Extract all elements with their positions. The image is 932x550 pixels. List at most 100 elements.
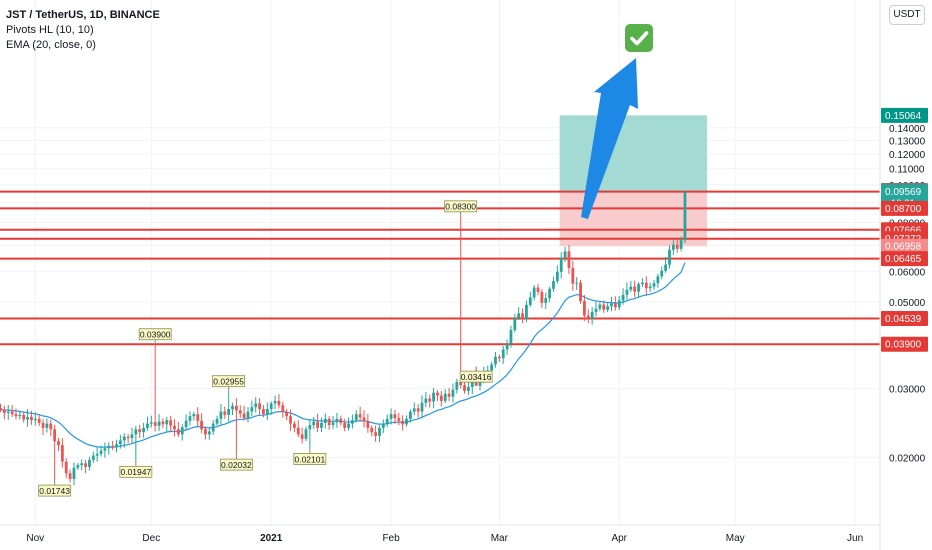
candle-body xyxy=(459,382,463,386)
candle-body xyxy=(304,429,308,439)
candle-body xyxy=(583,301,586,316)
target-zone xyxy=(559,115,708,193)
candle-body xyxy=(528,297,532,305)
candle-body xyxy=(142,427,145,433)
candle-body xyxy=(602,304,606,310)
candle-body xyxy=(296,427,300,435)
candle-body xyxy=(463,385,466,391)
candle-body xyxy=(161,421,165,425)
candle-body xyxy=(675,244,679,249)
time-axis[interactable]: Nov Dec 2021 Feb Mar Apr May Jun xyxy=(0,524,880,544)
candle-body xyxy=(393,414,397,419)
pivot-label-box xyxy=(459,370,493,383)
pivot-label-text: 0.03416 xyxy=(461,372,492,382)
price-tick-label: 0.11000 xyxy=(889,165,925,176)
chart-legend: JST / TetherUS, 1D, BINANCE Pivots HL (1… xyxy=(6,8,160,53)
pivot-label-text: 0.08300 xyxy=(445,202,476,212)
candle-body xyxy=(559,257,563,272)
candle-body xyxy=(122,436,126,441)
ema-indicator-label[interactable]: EMA (20, close, 0) xyxy=(6,39,96,51)
candle-body xyxy=(76,465,80,468)
candle-body xyxy=(621,294,625,301)
time-tick-label: Feb xyxy=(382,533,400,544)
pivot-label-box xyxy=(38,484,72,497)
candle-body xyxy=(316,421,319,428)
candle-body xyxy=(14,414,18,417)
time-tick-label: Mar xyxy=(491,533,509,544)
candle-body xyxy=(53,429,57,442)
candle-body xyxy=(320,422,323,428)
candle-body xyxy=(80,463,84,466)
candle-body xyxy=(555,271,559,282)
pivot-label-box xyxy=(219,458,253,471)
candle-body xyxy=(68,473,72,479)
candle-body xyxy=(366,421,370,428)
candle-body xyxy=(308,425,312,430)
candle-body xyxy=(339,418,343,423)
candle-body xyxy=(134,429,138,435)
candle-body xyxy=(590,311,594,320)
price-axis[interactable]: 0.020000.030000.040000.050000.060000.070… xyxy=(879,0,926,550)
candle-body xyxy=(644,282,648,289)
candle-body xyxy=(521,313,524,320)
price-label-box xyxy=(881,200,928,216)
candle-body xyxy=(0,407,2,410)
candle-body xyxy=(165,420,169,425)
candle-body xyxy=(617,300,621,308)
candle-body xyxy=(138,429,142,433)
candle-body xyxy=(536,287,540,292)
check-icon xyxy=(625,24,653,52)
price-label-text: 0.15064 xyxy=(885,111,922,122)
candle-body xyxy=(327,418,331,426)
candle-body xyxy=(544,298,548,303)
price-tick-label: 0.13000 xyxy=(889,136,926,147)
candle-body xyxy=(169,420,173,426)
candle-body xyxy=(548,288,552,299)
candle-body xyxy=(474,382,478,386)
candle-body xyxy=(467,386,470,391)
candle-body xyxy=(88,459,91,467)
candle-body xyxy=(10,411,14,415)
horizontal-levels[interactable] xyxy=(0,190,880,346)
candle-body xyxy=(509,330,513,344)
candle-body xyxy=(424,398,428,403)
candle-body xyxy=(289,416,292,424)
candle-body xyxy=(389,414,393,419)
pivots-indicator-label[interactable]: Pivots HL (10, 10) xyxy=(6,24,94,36)
candle-body xyxy=(671,244,675,250)
candle-body xyxy=(447,393,451,397)
candle-body xyxy=(6,411,10,413)
long-position-zones[interactable] xyxy=(559,115,708,247)
pivot-label-text: 0.01743 xyxy=(39,486,70,496)
symbol-title[interactable]: JST / TetherUS, 1D, BINANCE xyxy=(6,9,160,21)
currency-button[interactable]: USDT xyxy=(889,5,925,25)
price-label-text: 0.06958 xyxy=(885,242,922,253)
candle-body xyxy=(532,287,536,298)
candle-body xyxy=(30,416,33,421)
candle-body xyxy=(579,282,582,302)
pivot-label-box xyxy=(293,453,327,465)
price-label-box xyxy=(881,251,928,267)
candle-body xyxy=(505,343,509,350)
candle-body xyxy=(312,421,316,426)
candle-body xyxy=(176,429,180,435)
chart-grid xyxy=(0,0,880,525)
candle-body xyxy=(641,282,644,285)
candle-body xyxy=(610,303,613,307)
candle-body xyxy=(436,392,439,396)
pivot-label-box xyxy=(212,375,246,388)
candle-body xyxy=(517,313,521,319)
candle-body xyxy=(33,418,37,421)
up-arrow-shape xyxy=(581,58,638,219)
candle-body xyxy=(153,422,157,426)
candle-body xyxy=(2,409,6,413)
candle-body xyxy=(273,400,277,404)
candle-body xyxy=(18,414,22,417)
candle-body xyxy=(540,291,544,303)
candle-body xyxy=(571,267,575,284)
candle-body xyxy=(625,289,629,295)
candle-body xyxy=(95,453,99,456)
candle-body xyxy=(525,304,528,320)
candle-body xyxy=(683,192,687,241)
